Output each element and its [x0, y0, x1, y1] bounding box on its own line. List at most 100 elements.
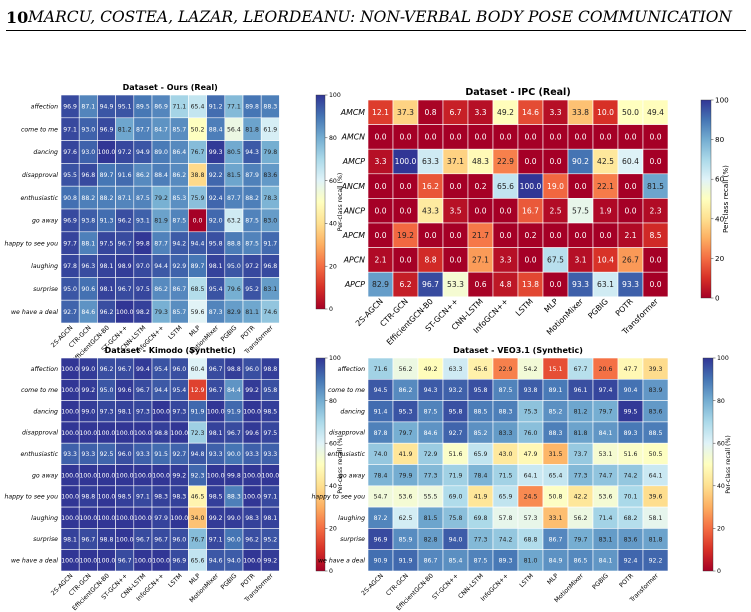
cell-value-label: 86.9 — [154, 104, 168, 111]
cell-value-label: 82.9 — [227, 309, 241, 316]
y-tick-label: APCN — [343, 256, 365, 265]
cell-value-label: 91.2 — [209, 104, 223, 111]
heatmap-cell — [467, 222, 494, 248]
heatmap-cell — [417, 271, 444, 298]
cell-value-label: 97.6 — [63, 149, 77, 156]
cell-value-label: 82.8 — [424, 536, 438, 543]
x-tick-label: MLP — [188, 572, 202, 586]
cell-value-label: 100.0 — [116, 309, 134, 316]
y-tick-label: go away — [32, 218, 58, 225]
heatmap-cell — [642, 247, 669, 273]
cell-value-label: 68.5 — [191, 286, 205, 293]
cell-value-label: 21.7 — [472, 231, 489, 240]
heatmap-cell — [567, 173, 594, 199]
colorbar-tick-label: 80 — [715, 135, 725, 144]
cell-value-label: 96.2 — [100, 366, 114, 373]
colorbar-tick-label: 20 — [329, 263, 337, 270]
cell-value-label: 97.5 — [100, 240, 114, 247]
cell-value-label: 33.8 — [572, 108, 589, 117]
heatmap-cell — [567, 148, 594, 175]
y-tick-label: APCM — [342, 231, 365, 240]
cell-value-label: 61.9 — [263, 126, 277, 133]
cell-value-label: 100.0 — [79, 558, 97, 565]
cell-value-label: 96.7 — [81, 536, 95, 543]
cell-value-label: 88.2 — [100, 195, 114, 202]
page-header: 10 MARCU, COSTEA, LAZAR, LEORDEANU: NON-… — [6, 4, 746, 31]
cell-value-label: 98.5 — [209, 494, 223, 501]
cell-value-label: 0.0 — [374, 231, 386, 240]
cell-value-label: 65.6 — [497, 182, 514, 191]
cell-value-label: 96.9 — [63, 218, 77, 225]
cell-value-label: 60.4 — [191, 366, 205, 373]
cell-value-label: 87.1 — [81, 104, 95, 111]
cell-value-label: 43.3 — [422, 206, 439, 215]
heatmap-cell — [260, 299, 280, 324]
x-tick-label: ST-GCN++ — [431, 572, 460, 601]
cell-value-label: 0.0 — [449, 256, 461, 265]
cell-value-label: 99.8 — [227, 472, 241, 479]
cell-value-label: 99.6 — [245, 430, 259, 437]
cell-value-label: 90.2 — [572, 157, 589, 166]
cell-value-label: 88.2 — [245, 195, 259, 202]
cell-value-label: 93.0 — [81, 149, 95, 156]
cell-value-label: 94.6 — [209, 558, 223, 565]
cell-value-label: 86.5 — [574, 558, 588, 565]
x-tick-label: MLP — [546, 572, 560, 586]
cell-value-label: 79.8 — [263, 149, 277, 156]
cell-value-label: 96.9 — [374, 536, 388, 543]
cell-value-label: 0.0 — [649, 157, 661, 166]
cell-value-label: 89.1 — [549, 387, 563, 394]
cell-value-label: 79.3 — [154, 309, 168, 316]
cell-value-label: 53.3 — [447, 280, 464, 289]
cell-value-label: 90.0 — [227, 451, 241, 458]
heatmap-cell — [367, 173, 394, 199]
cell-value-label: 93.3 — [81, 451, 95, 458]
y-tick-label: laughing — [31, 515, 58, 522]
cell-value-label: 87.7 — [227, 195, 241, 202]
heatmap-cell — [367, 148, 394, 175]
cell-value-label: 92.2 — [209, 172, 223, 179]
cell-value-label: 81.5 — [647, 182, 664, 191]
cell-value-label: 65.9 — [499, 494, 513, 501]
cell-value-label: 100.0 — [116, 430, 134, 437]
cell-value-label: 83.9 — [649, 387, 663, 394]
heatmap-cell — [467, 124, 494, 150]
cell-value-label: 0.0 — [499, 231, 511, 240]
cell-value-label: 59.6 — [191, 309, 205, 316]
cell-value-label: 2.3 — [649, 206, 661, 215]
heatmap-cell — [517, 124, 544, 150]
cell-value-label: 10.4 — [597, 256, 614, 265]
cell-value-label: 100.0 — [98, 494, 116, 501]
cell-value-label: 96.9 — [172, 558, 186, 565]
cell-value-label: 0.0 — [574, 133, 586, 142]
x-tick-label: 2S-AGCN — [360, 572, 385, 597]
heatmap-cell — [617, 198, 644, 224]
cell-value-label: 100.0 — [243, 408, 261, 415]
heatmap-cell — [642, 549, 669, 572]
cell-value-label: 0.0 — [424, 231, 436, 240]
cell-value-label: 97.3 — [172, 408, 186, 415]
cell-value-label: 0.0 — [474, 133, 486, 142]
cell-value-label: 100.0 — [152, 472, 170, 479]
cell-value-label: 3.3 — [374, 157, 386, 166]
cell-value-label: 0.0 — [374, 182, 386, 191]
cell-value-label: 97.2 — [118, 149, 132, 156]
colorbar-tick-label: 40 — [329, 221, 337, 228]
cell-value-label: 85.7 — [172, 309, 186, 316]
cell-value-label: 73.7 — [574, 451, 588, 458]
cell-value-label: 0.0 — [524, 157, 536, 166]
cell-value-label: 99.2 — [263, 558, 277, 565]
heatmap-cell — [392, 99, 419, 125]
cell-value-label: 71.1 — [172, 104, 186, 111]
cell-value-label: 98.8 — [154, 430, 168, 437]
cell-value-label: 93.8 — [524, 387, 538, 394]
cell-value-label: 100.0 — [207, 408, 225, 415]
x-tick-label: LSTM — [167, 572, 184, 589]
x-tick-label: LSTM — [518, 572, 535, 589]
cell-value-label: 56.4 — [227, 126, 241, 133]
cell-value-label: 87.9 — [245, 172, 259, 179]
cell-value-label: 92.0 — [209, 218, 223, 225]
cell-value-label: 83.0 — [263, 218, 277, 225]
cell-value-label: 98.1 — [209, 263, 223, 270]
cell-value-label: 92.4 — [209, 195, 223, 202]
